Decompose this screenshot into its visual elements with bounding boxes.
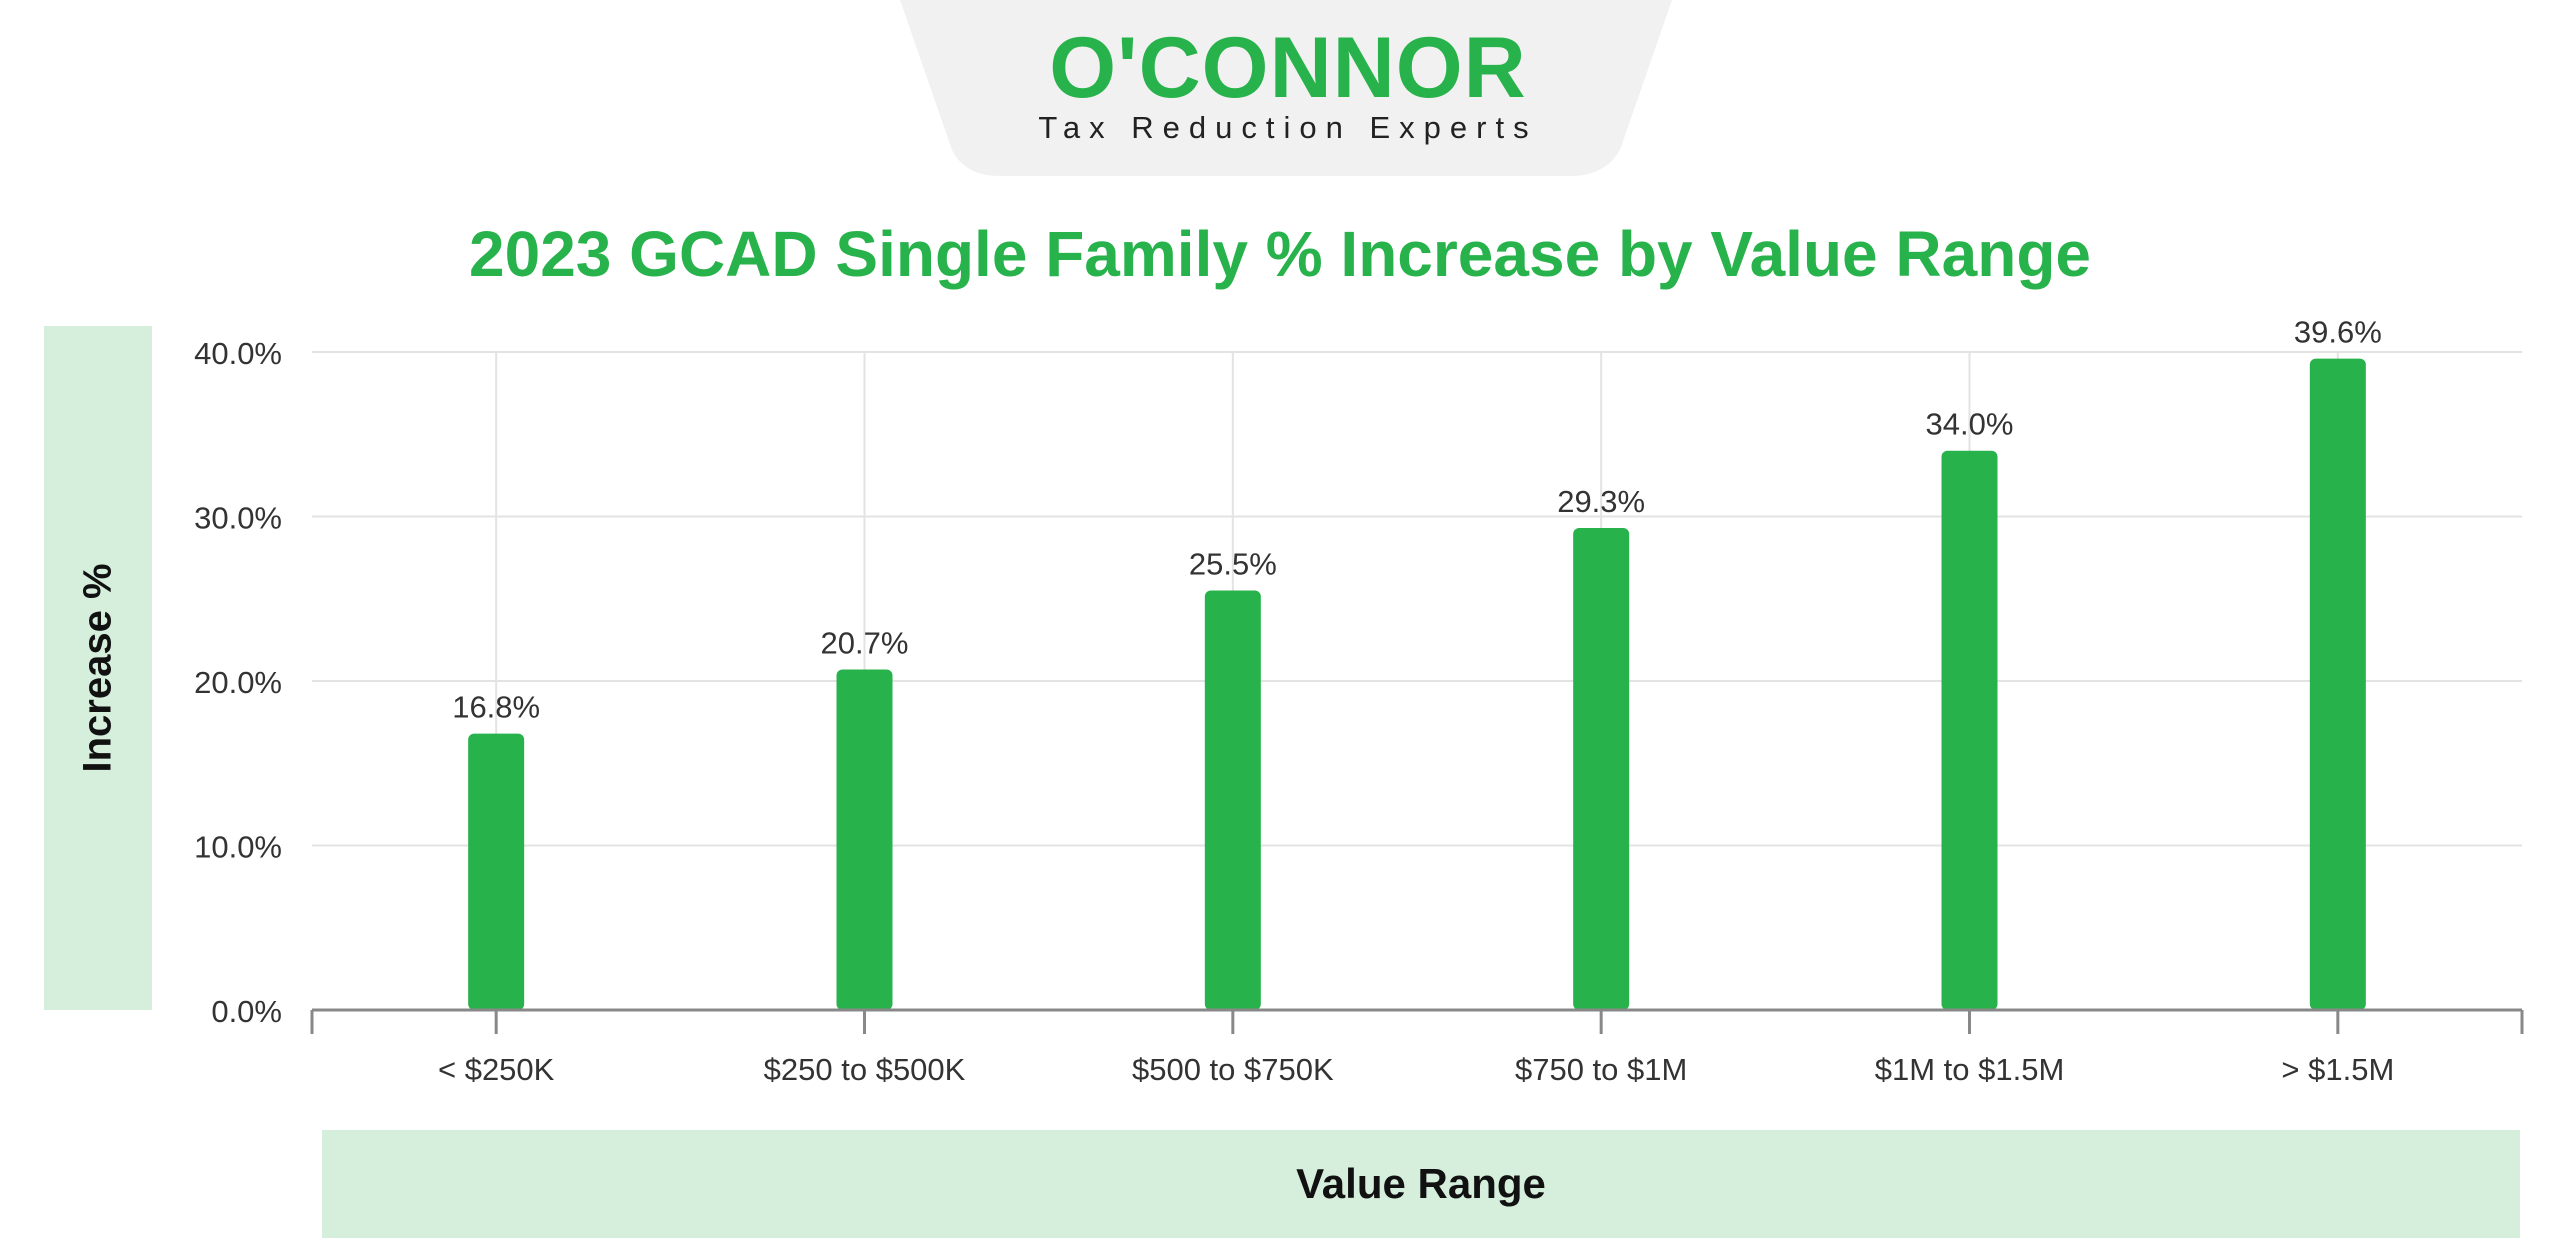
x-axis-label-box [322,1130,2520,1238]
data-label: 25.5% [1189,547,1277,582]
data-label: 34.0% [1926,407,2014,442]
bar [2309,358,2366,1011]
bar [836,669,893,1010]
logo-wordmark: O'CONNOR [1049,20,1527,116]
bar [1941,450,1998,1010]
y-tick-label: 40.0% [194,336,282,371]
x-tick-label: $750 to $1M [1515,1052,1687,1087]
y-tick-label: 0.0% [211,994,282,1029]
y-tick-label: 20.0% [194,665,282,700]
chart-title: 2023 GCAD Single Family % Increase by Va… [469,218,2091,290]
data-label: 39.6% [2294,315,2382,350]
logo-background [900,0,1672,176]
bar [1573,528,1630,1010]
logo-tagline: Tax Reduction Experts [1038,110,1538,145]
bar [1204,590,1261,1010]
x-tick-label: > $1.5M [2281,1052,2394,1087]
x-axis-label: Value Range [1296,1160,1546,1207]
y-axis-label-box [44,326,152,1010]
y-tick-label: 10.0% [194,830,282,865]
bar [468,733,525,1010]
y-tick-label: 30.0% [194,501,282,536]
x-tick-label: $500 to $750K [1132,1052,1334,1087]
x-tick-label: < $250K [438,1052,555,1087]
data-label: 16.8% [452,690,540,725]
x-tick-label: $250 to $500K [764,1052,966,1087]
data-label: 29.3% [1557,484,1645,519]
logo-tab-shape [900,0,1672,176]
data-label: 20.7% [821,625,909,660]
x-tick-label: $1M to $1.5M [1875,1052,2065,1087]
